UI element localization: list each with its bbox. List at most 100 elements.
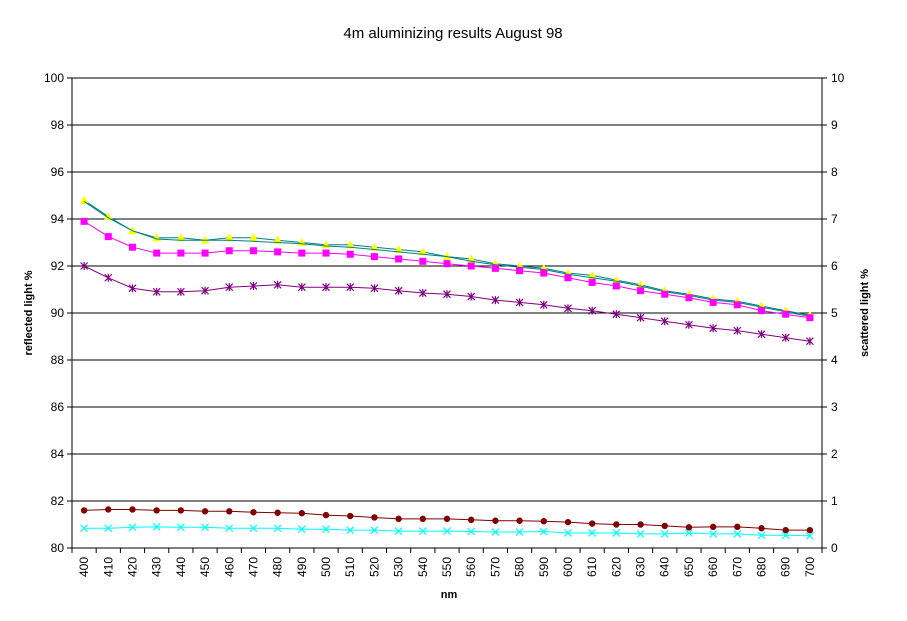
data-point: [153, 249, 161, 257]
data-point: [588, 278, 596, 286]
data-point: [226, 508, 233, 515]
data-point: [274, 509, 281, 516]
data-point: [588, 520, 596, 527]
data-point: [588, 306, 597, 315]
data-point: [298, 249, 306, 257]
y-left-tick-label: 86: [51, 400, 65, 414]
data-point: [515, 298, 524, 307]
data-point: [564, 529, 572, 537]
data-point: [370, 253, 378, 261]
data-point: [564, 518, 572, 526]
x-tick-label: 700: [803, 557, 817, 577]
gridlines: [72, 77, 822, 549]
x-tick-label: 400: [77, 557, 91, 577]
data-point: [757, 330, 766, 339]
data-point: [757, 531, 766, 540]
data-point: [418, 289, 427, 298]
data-point: [661, 522, 668, 530]
data-point: [225, 247, 233, 255]
data-point: [491, 528, 500, 536]
y-right-tick-label: 9: [831, 118, 838, 132]
y-left-tick-label: 100: [44, 71, 64, 85]
data-point: [273, 524, 282, 533]
data-point: [734, 523, 741, 531]
data-point: [467, 262, 475, 270]
y-axis-left-ticks: 80 82 84 86 88 90 92 94 96 98 100: [44, 71, 72, 555]
data-point: [273, 235, 283, 244]
data-point: [346, 250, 354, 258]
data-point: [297, 283, 306, 292]
data-point: [587, 270, 597, 279]
data-point: [369, 242, 379, 251]
series-6: [80, 522, 814, 540]
x-tick-label: 490: [295, 557, 309, 577]
data-point: [347, 512, 354, 520]
series-3: [80, 217, 814, 322]
data-point: [201, 523, 209, 532]
data-point: [225, 524, 234, 533]
data-point: [443, 527, 451, 536]
data-point: [104, 233, 112, 241]
data-point: [346, 526, 355, 535]
data-point: [491, 264, 499, 272]
data-point: [345, 240, 355, 249]
data-point: [467, 527, 476, 536]
data-point: [322, 283, 330, 292]
data-point: [104, 524, 113, 533]
data-point: [758, 525, 765, 532]
series-5: [80, 506, 814, 534]
data-point: [636, 313, 645, 322]
y-right-tick-label: 10: [831, 71, 845, 85]
data-point: [539, 300, 548, 309]
data-point: [249, 524, 258, 533]
data-point: [128, 243, 136, 251]
x-tick-label: 470: [246, 557, 260, 577]
x-tick-label: 690: [779, 557, 793, 577]
data-point: [80, 262, 89, 270]
x-tick-label: 430: [150, 557, 164, 577]
data-point: [515, 528, 524, 536]
x-axis-ticks: 400 410 420 430 440 450 460 470 480 490 500 510 520 5…: [71, 548, 823, 577]
data-point: [248, 233, 258, 242]
y-right-tick-label: 5: [831, 306, 838, 320]
data-point: [128, 284, 137, 293]
data-point: [177, 249, 185, 257]
data-point: [395, 515, 402, 523]
data-point: [79, 195, 89, 204]
data-point: [153, 507, 160, 514]
y-left-tick-label: 84: [51, 447, 65, 461]
x-tick-label: 620: [609, 557, 623, 577]
x-tick-label: 480: [271, 557, 285, 577]
x-tick-label: 590: [537, 557, 551, 577]
x-tick-label: 630: [634, 557, 648, 577]
x-tick-label: 660: [706, 557, 720, 577]
data-point: [128, 523, 137, 532]
x-tick-label: 540: [416, 557, 430, 577]
data-point: [80, 507, 88, 514]
x-tick-label: 420: [125, 557, 139, 577]
x-tick-label: 460: [222, 557, 236, 577]
y-left-tick-label: 88: [51, 353, 65, 367]
data-point: [660, 317, 669, 326]
y-right-tick-label: 4: [831, 353, 838, 367]
y-axis-left-label: reflected light %: [23, 270, 35, 355]
chart-title: 4m aluminizing results August 98: [343, 25, 562, 42]
x-tick-label: 510: [343, 557, 357, 577]
data-point: [103, 212, 113, 221]
data-point: [250, 509, 257, 516]
data-point: [685, 320, 693, 329]
data-point: [370, 284, 379, 293]
data-point: [781, 333, 790, 342]
data-point: [419, 515, 427, 523]
data-point: [733, 529, 742, 538]
data-point: [685, 294, 693, 302]
data-point: [660, 529, 669, 538]
data-point: [322, 249, 330, 257]
data-point: [322, 511, 330, 519]
data-point: [782, 310, 790, 318]
data-point: [637, 287, 645, 295]
x-tick-label: 610: [585, 557, 599, 577]
data-point: [152, 522, 161, 531]
y-axis-right-ticks: 0 1 2 3 4 5 6 7 8 9 10: [822, 71, 845, 555]
